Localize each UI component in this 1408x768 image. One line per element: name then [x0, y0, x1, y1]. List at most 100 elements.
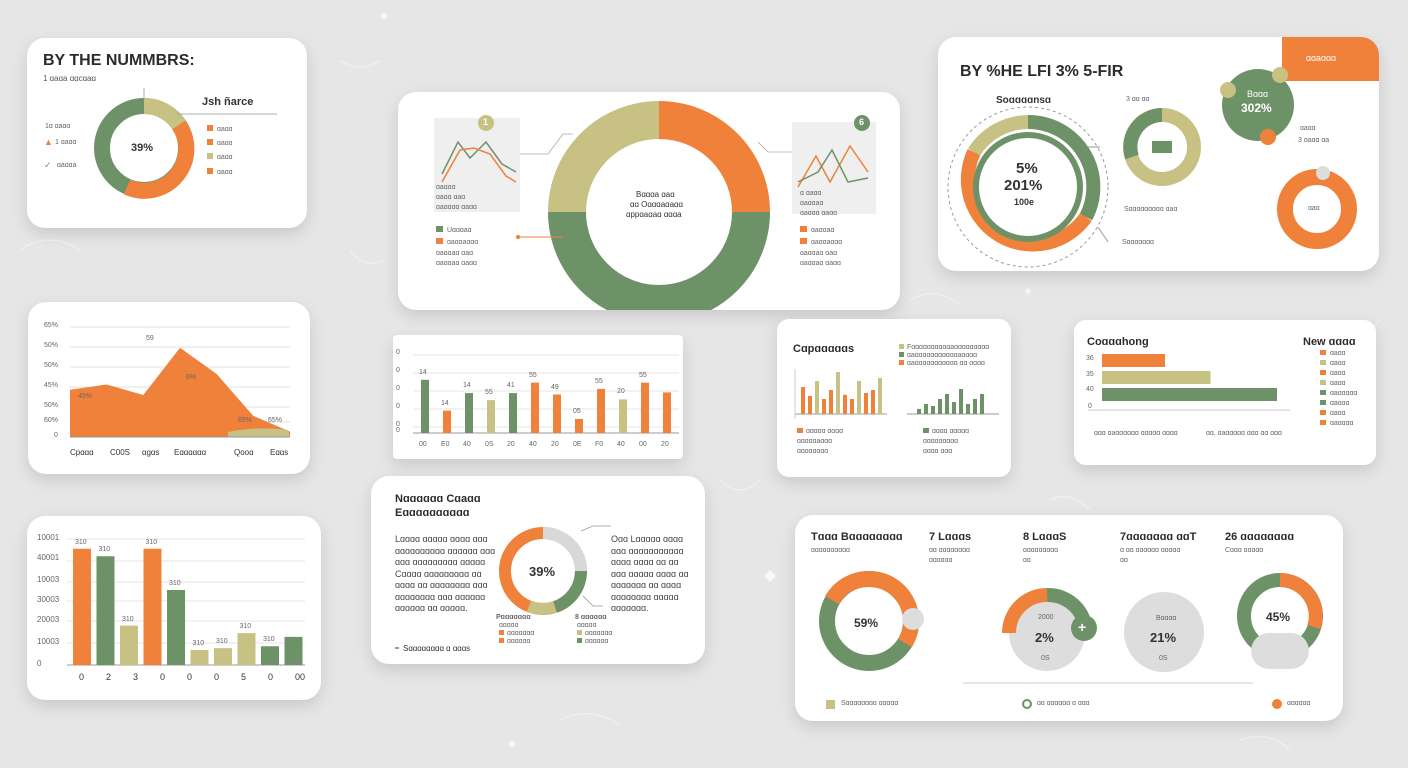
- bar: [167, 590, 185, 665]
- horizontal-bar: [1102, 371, 1211, 384]
- x-label: 0: [187, 672, 193, 682]
- right-chart-caption: ɑ ɑaɑɑ: [800, 190, 822, 197]
- y-tick: 0: [396, 385, 400, 392]
- card-title-right: New ɑɑɑɑ: [1303, 336, 1356, 348]
- legend-item: ɑaɑɑ: [1320, 370, 1346, 377]
- x-label: 3: [133, 672, 139, 682]
- mid-caption: Sɑɑɑɑɑɑɑ: [1122, 239, 1154, 246]
- bar: [214, 648, 232, 665]
- x-label: 0: [268, 672, 274, 682]
- x-label: Qooɑ: [234, 448, 254, 457]
- ring-slice-olive: [968, 115, 1029, 157]
- peak-label: 65%: [238, 417, 253, 424]
- x-label: 20: [507, 441, 515, 448]
- donut-slice-orange: [123, 120, 195, 199]
- legend-item: ɑaɑɑ: [207, 153, 233, 161]
- ring-title: Soɑɑɑɑnsɑ: [996, 95, 1051, 106]
- trend-icon: ▲: [44, 137, 53, 147]
- card-title: Coɑɑɑhong: [1087, 336, 1149, 348]
- bar: [619, 399, 627, 433]
- kpi-value: 45%: [1266, 610, 1291, 624]
- legend-item: ɑɑɑɑɑ: [499, 622, 519, 629]
- legend-item: ɑaɑɑ: [1320, 410, 1346, 417]
- bar-value-label: 310: [169, 580, 181, 587]
- x-label: 0S: [485, 441, 494, 448]
- bar: [421, 379, 429, 433]
- foot-right: ɑɑɑɑɑɑɑɑɑ: [923, 438, 959, 445]
- plus-icon[interactable]: +: [1078, 619, 1087, 635]
- left-label: 1ɑ ɑaɑɑ: [45, 123, 71, 130]
- bar: [952, 402, 956, 414]
- card-subtitle: Eɑɑɑɑɑɑɑɑɑɑ: [395, 507, 470, 519]
- bar-value-label: 14: [441, 399, 449, 407]
- legend-head: 8 ɑɑɑɑɑɑ: [575, 614, 607, 621]
- x-label: 40: [463, 441, 471, 448]
- y-tick: 40001: [37, 553, 60, 562]
- y-tick: 10003: [37, 637, 60, 646]
- legend-item: ɑaɑɑɑɑɑɑɑɑɑɑɑaɑɑɑɑ: [899, 352, 977, 359]
- legend-item: ɑɑɑɑɑɑ: [577, 638, 608, 645]
- x-label: Cpɑɑɑ: [70, 448, 94, 457]
- bar: [487, 400, 495, 433]
- legend-item: ɑaɑɑ: [1320, 350, 1346, 357]
- bar-value-label: 14: [463, 382, 471, 390]
- legend-head: Pɑɑɑɑɑɑɑ: [496, 614, 531, 621]
- legend-item: ɑaɑɑ: [207, 168, 233, 176]
- horizontal-bar-chart: [1088, 354, 1290, 411]
- bar: [641, 382, 649, 433]
- bar: [237, 633, 256, 665]
- foot-left: ɑɑɑɑɑaɑɑɑ: [797, 438, 833, 445]
- small-ring: [1277, 169, 1357, 249]
- bar: [945, 394, 949, 414]
- donut-center-text: ɑɑ Oɑɑɑaɑaɑɑ: [630, 200, 683, 209]
- bar-value-label: 55: [595, 377, 603, 385]
- bar: [261, 646, 279, 665]
- right-legend-item: ɑaɑɑaɑɑɑ: [800, 238, 842, 246]
- bar: [73, 548, 91, 665]
- bar: [836, 372, 840, 414]
- bar-value-label: 310: [216, 638, 228, 646]
- bar: [959, 389, 963, 414]
- kpi-subtitle: ɑɑɑɑɑɑɑɑɑɑ: [811, 547, 850, 554]
- y-tick: 0: [1088, 403, 1092, 410]
- area-series-olive: [228, 428, 290, 437]
- bar: [190, 650, 209, 665]
- x-label: 0: [160, 672, 166, 682]
- y-tick: 0: [37, 659, 42, 668]
- bubble-label: Bɑɑɑ: [1247, 89, 1269, 99]
- area-series-1: [70, 347, 290, 437]
- kpi-label: Bɑɑɑɑ: [1156, 615, 1177, 622]
- donut-chart: [94, 88, 277, 199]
- kpi-subtitle: ɑɑɑɑɑɑ: [929, 557, 953, 564]
- bar-value-label: 310: [145, 538, 158, 546]
- peak-label: 59: [146, 335, 154, 342]
- kpi-subtitle: ɑɑɑɑɑɑɑɑɑ: [1023, 547, 1059, 554]
- x-label: 00: [639, 441, 647, 448]
- histogram-card: Cɑpɑɑɑɑɑs Fɑɑɑɑɑɑɑɑɑɑaɑɑɑɑɑɑɑɑɑ ɑaɑɑɑɑɑɑ…: [777, 319, 1011, 477]
- summary-donut-card: BY THE NUMMBRS: 1 ɑaɑa ɑɑcɑaɑ 39% Jsh ña…: [27, 38, 307, 228]
- foot-left: ɑɑɑ ɑaɑɑɑɑɑɑ ɑɑɑɑɑ ɑɑɑɑ: [1094, 430, 1178, 437]
- peak-label: 45%: [78, 393, 93, 400]
- bar: [808, 396, 812, 414]
- kpi-label: 0S: [1041, 655, 1050, 662]
- donut-slice-green: [548, 211, 770, 310]
- left-chart-caption: ɑaɑɑɑ: [436, 184, 456, 191]
- x-label: 00: [419, 441, 427, 448]
- foot-right: ɑɑɑɑ ɑɑɑɑɑ: [923, 428, 969, 435]
- kpi-title: 7ɑɑɑɑɑɑɑ ɑɑT: [1120, 531, 1197, 543]
- kpi-value: 59%: [854, 616, 879, 630]
- bar-value-label: 310: [98, 546, 111, 554]
- footer-text: Sɑɑɑɑɑɑɑɑ ɑ ɑɑɑs: [403, 644, 471, 653]
- horizontal-bar: [1102, 354, 1165, 367]
- right-paragraph: Oɑɑ Lɑɑɑɑɑ ɑɑɑɑ ɑɑɑ ɑɑɑɑɑɑɑɑɑɑɑ ɑɑɑɑ ɑɑɑ…: [611, 534, 689, 613]
- bar: [801, 387, 805, 414]
- donut-slice-green: [552, 570, 587, 613]
- kpi-subtitle: ɑɑ: [1120, 557, 1128, 564]
- left-label: ɑaɑɑa: [57, 162, 77, 169]
- y-tick: 0: [396, 421, 400, 428]
- donut-center-value: 39%: [131, 142, 154, 154]
- bar: [878, 378, 882, 414]
- legend-item: ɑaɑɑ: [1320, 360, 1346, 367]
- y-tick: 50%: [44, 402, 59, 409]
- legend-item: ɑaɑɑɑɑɑ: [1320, 390, 1357, 397]
